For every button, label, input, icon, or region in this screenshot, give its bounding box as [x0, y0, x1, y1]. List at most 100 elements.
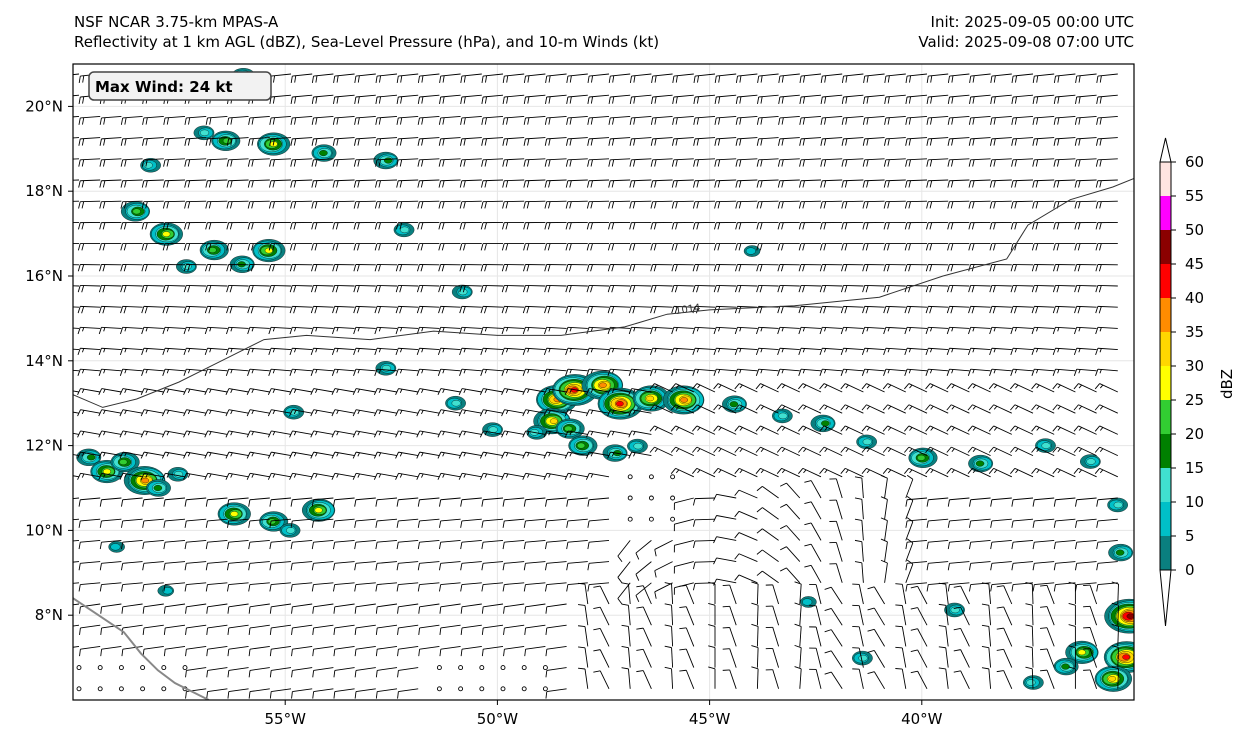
wind-barb	[502, 582, 525, 592]
wind-barb	[820, 221, 843, 230]
wind-barb	[578, 646, 589, 668]
wind-barb	[1074, 221, 1097, 230]
wind-barb	[1010, 347, 1034, 356]
wind-barb	[310, 368, 334, 376]
wind-barb	[673, 582, 694, 595]
wind-barb	[635, 540, 652, 560]
wind-barb	[1096, 497, 1118, 507]
wind-barb	[946, 467, 970, 478]
wind-barb	[629, 158, 652, 167]
wind-barb	[289, 409, 313, 417]
wind-barb	[1073, 383, 1097, 393]
wind-barb	[692, 497, 716, 506]
wind-barb	[544, 137, 567, 146]
wind-barb	[480, 243, 504, 251]
reflectivity-cell	[211, 130, 241, 151]
wind-barb	[73, 645, 80, 648]
wind-barb	[564, 409, 588, 417]
wind-barb	[607, 347, 631, 356]
wind-barb	[946, 404, 970, 414]
wind-barb	[354, 688, 376, 699]
wind-barb	[374, 221, 398, 230]
wind-barb	[311, 221, 334, 230]
wind-barb	[756, 528, 779, 541]
wind-barb	[883, 326, 906, 335]
wind-barb	[522, 368, 546, 376]
wind-barb	[438, 158, 461, 167]
wind-barb	[867, 650, 885, 668]
wind-barb	[713, 243, 737, 251]
wind-barb	[460, 624, 482, 635]
wind-barb	[225, 368, 249, 376]
wind-barb	[672, 137, 694, 146]
wind-barb	[100, 624, 122, 635]
wind-barb	[375, 518, 398, 528]
wind-barb	[840, 368, 864, 376]
wind-barb	[459, 158, 482, 167]
wind-barb	[78, 200, 101, 209]
wind-barb	[756, 200, 779, 209]
wind-barb	[990, 115, 1012, 125]
wind-barb	[73, 243, 80, 245]
wind-barb	[503, 624, 525, 635]
wind-barb	[354, 603, 376, 614]
wind-barb	[798, 305, 822, 314]
wind-barb	[460, 73, 482, 84]
wind-barb	[565, 243, 588, 251]
reflectivity-cell	[451, 284, 473, 300]
wind-barb	[162, 264, 186, 272]
wind-barb	[947, 115, 970, 125]
reflectivity-contour	[549, 418, 558, 424]
wind-barb	[227, 667, 249, 678]
wind-barb	[247, 179, 270, 188]
wind-barb	[809, 605, 822, 626]
wind-barb	[522, 409, 546, 417]
reflectivity-cell	[743, 245, 761, 257]
wind-barb	[708, 624, 716, 647]
wind-barb	[98, 388, 122, 396]
wind-barb	[501, 264, 525, 272]
wind-barb	[578, 582, 589, 605]
wind-barb	[798, 243, 822, 251]
wind-barb	[565, 158, 588, 167]
wind-barb	[672, 94, 694, 104]
wind-barb	[352, 388, 376, 396]
wind-barb	[925, 404, 949, 414]
colorbar-swatch	[1160, 230, 1171, 264]
wind-barb	[925, 368, 949, 376]
wind-barb	[439, 497, 461, 507]
wind-barb	[437, 430, 461, 438]
wind-barb	[458, 388, 482, 396]
wind-barb	[98, 472, 122, 480]
reflectivity-cell	[176, 259, 197, 274]
wind-barb	[437, 409, 461, 417]
wind-barb	[397, 603, 419, 614]
wind-barb	[502, 158, 525, 167]
wind-barb	[375, 539, 398, 550]
wind-barb	[246, 472, 270, 480]
wind-barb	[967, 404, 991, 414]
wind-barb	[1083, 648, 1098, 668]
wind-barb	[501, 409, 525, 417]
wind-barb	[140, 388, 164, 396]
wind-barb	[73, 475, 80, 478]
wind-barb	[1040, 669, 1055, 689]
reflectivity-contour	[858, 654, 868, 662]
wind-barb	[163, 624, 186, 635]
lon-tick-label: 40°W	[901, 710, 943, 728]
wind-barb	[501, 472, 525, 480]
figure-title-right: Init: 2025-09-05 00:00 UTC Valid: 2025-0…	[918, 12, 1134, 52]
wind-barb	[523, 582, 546, 592]
wind-barb	[1073, 467, 1097, 478]
wind-barb	[990, 137, 1012, 146]
wind-barb	[290, 582, 313, 592]
wind-barb	[1011, 561, 1034, 571]
wind-barb	[120, 179, 143, 188]
wind-barb	[722, 648, 737, 668]
wind-barb	[734, 467, 758, 478]
wind-barb	[183, 326, 207, 335]
wind-barb	[799, 73, 822, 84]
wind-barb	[824, 586, 843, 605]
wind-barb	[708, 666, 716, 689]
wind-barb	[523, 221, 546, 230]
